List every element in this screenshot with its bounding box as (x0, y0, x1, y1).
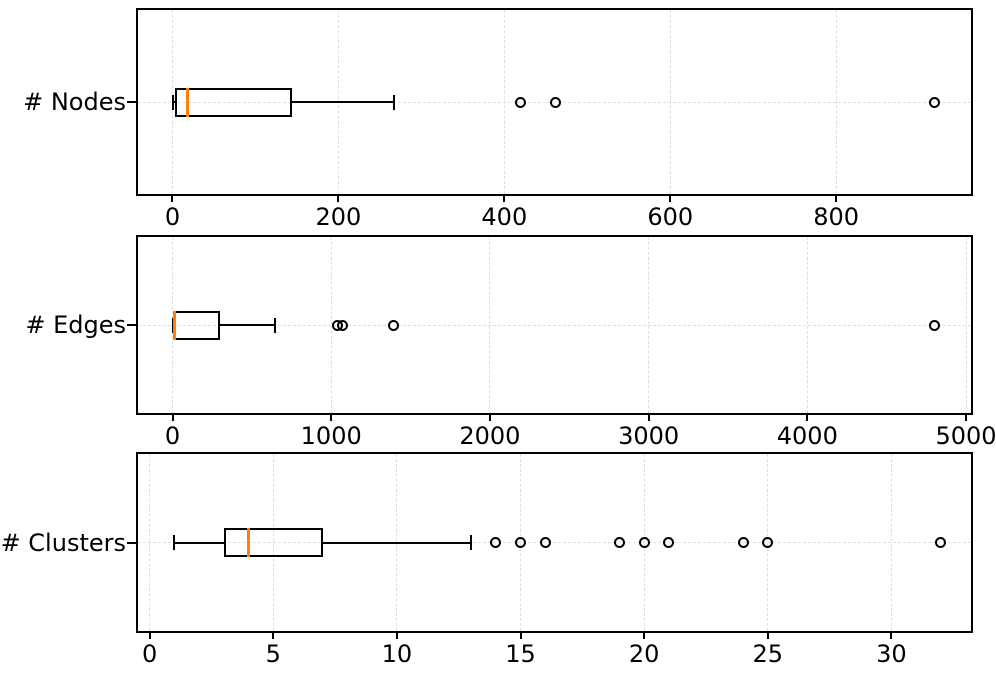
x-tick (669, 196, 672, 202)
outlier-point (515, 96, 527, 108)
outlier-point (336, 319, 348, 331)
x-tick (488, 415, 491, 421)
x-tick-label: 0 (164, 422, 181, 450)
x-tick-label: 800 (813, 203, 860, 231)
gridline-horizontal (138, 324, 971, 326)
outlier-point (935, 537, 947, 548)
whisker-cap-min (172, 94, 175, 110)
x-tick-label: 1000 (300, 422, 362, 450)
y-tick (127, 541, 136, 544)
outlier-point (638, 537, 650, 548)
x-tick (395, 633, 398, 639)
outlier-point (613, 537, 625, 548)
outlier-point (539, 537, 551, 548)
x-tick-label: 25 (752, 640, 784, 668)
x-tick (330, 415, 333, 421)
outlier-point (515, 537, 526, 548)
x-tick (148, 633, 151, 639)
axes-panel-nodes (136, 8, 973, 196)
x-tick (171, 415, 174, 421)
x-tick-label: 400 (481, 203, 528, 231)
x-tick-label: 5 (265, 640, 281, 668)
axes-panel-clusters (136, 452, 973, 633)
x-tick (519, 633, 522, 639)
x-tick-label: 0 (164, 203, 181, 231)
x-tick-label: 4000 (776, 422, 838, 450)
x-tick (171, 196, 174, 202)
median-line (247, 528, 250, 557)
whisker-line-high (322, 541, 472, 544)
whisker-line-high (220, 324, 275, 326)
median-line (185, 87, 189, 117)
whisker-cap-min (171, 317, 174, 333)
axes-panel-edges (136, 235, 973, 415)
whisker-cap-max (392, 94, 395, 110)
box-rect (173, 310, 221, 340)
box-rect (174, 87, 292, 117)
whisker-cap-max (470, 535, 473, 550)
y-tick (127, 324, 136, 326)
x-tick (890, 633, 893, 639)
y-axis-label-edges: # Edges (25, 311, 126, 339)
x-tick-label: 30 (876, 640, 907, 668)
x-tick-label: 0 (141, 640, 158, 668)
outlier-point (387, 319, 399, 331)
median-line (173, 310, 177, 340)
outlier-point (928, 96, 940, 108)
whisker-line-low (174, 541, 224, 544)
y-axis-label-clusters: # Clusters (0, 528, 126, 557)
x-tick-label: 20 (628, 640, 660, 668)
outlier-point (762, 537, 774, 548)
whisker-cap-max (273, 317, 276, 333)
x-tick-label: 3000 (618, 422, 680, 450)
outlier-point (663, 537, 675, 548)
box-rect (223, 528, 323, 557)
x-tick-label: 2000 (459, 422, 521, 450)
x-tick (643, 633, 646, 639)
x-tick (806, 415, 809, 421)
whisker-cap-min (173, 535, 176, 550)
x-tick (647, 415, 650, 421)
x-tick-label: 200 (315, 203, 362, 231)
whisker-line-high (291, 101, 394, 103)
outlier-point (737, 537, 749, 548)
gridline-horizontal (138, 542, 971, 543)
x-tick-label: 10 (381, 640, 413, 668)
y-axis-label-nodes: # Nodes (23, 88, 126, 116)
x-tick (835, 196, 838, 202)
x-tick-label: 5000 (935, 422, 996, 450)
x-tick (965, 415, 968, 421)
x-tick-label: 15 (505, 640, 536, 668)
x-tick (272, 633, 275, 639)
x-tick (337, 196, 340, 202)
x-tick (503, 196, 506, 202)
y-tick (127, 101, 136, 103)
x-tick (766, 633, 769, 639)
outlier-point (928, 319, 940, 331)
outlier-point (550, 96, 562, 108)
x-tick-label: 600 (647, 203, 694, 231)
outlier-point (490, 537, 502, 548)
